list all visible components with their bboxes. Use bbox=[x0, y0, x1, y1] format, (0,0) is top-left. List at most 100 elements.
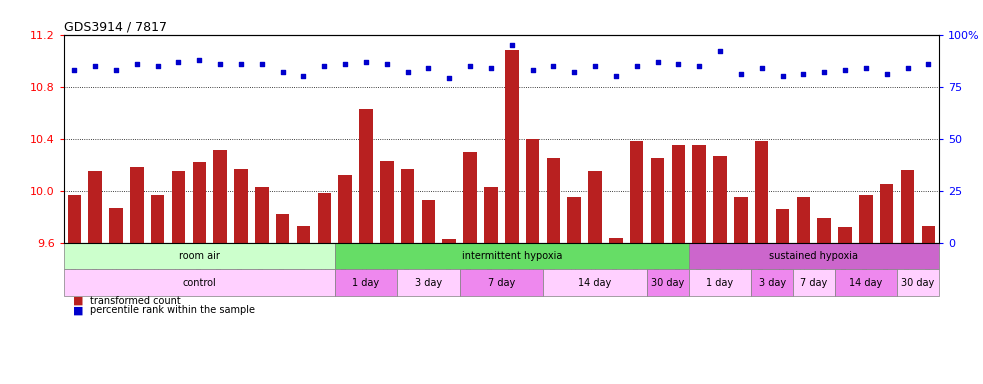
Point bbox=[254, 61, 269, 67]
Text: GDS3914 / 7817: GDS3914 / 7817 bbox=[64, 20, 167, 33]
Bar bbox=[64, 243, 334, 270]
Bar bbox=[543, 270, 647, 296]
Point bbox=[525, 67, 541, 73]
Bar bbox=[359, 109, 373, 243]
Bar bbox=[651, 158, 665, 243]
Point bbox=[171, 59, 187, 65]
Point bbox=[87, 63, 103, 69]
Bar bbox=[255, 187, 268, 243]
Text: 7 day: 7 day bbox=[488, 278, 515, 288]
Point bbox=[421, 65, 436, 71]
Bar bbox=[338, 175, 352, 243]
Text: 3 day: 3 day bbox=[759, 278, 785, 288]
Bar bbox=[818, 218, 831, 243]
Text: 14 day: 14 day bbox=[849, 278, 883, 288]
Point bbox=[650, 59, 665, 65]
Point bbox=[587, 63, 603, 69]
Point bbox=[733, 71, 749, 77]
Bar bbox=[838, 227, 852, 243]
Bar bbox=[130, 167, 144, 243]
Bar bbox=[796, 197, 810, 243]
Point bbox=[462, 63, 478, 69]
Bar bbox=[835, 270, 897, 296]
Bar bbox=[692, 145, 706, 243]
Text: 14 day: 14 day bbox=[578, 278, 611, 288]
Bar bbox=[88, 171, 102, 243]
Bar bbox=[526, 139, 540, 243]
Point bbox=[400, 69, 416, 75]
Point bbox=[378, 61, 394, 67]
Bar bbox=[922, 226, 935, 243]
Point bbox=[838, 67, 853, 73]
Bar bbox=[334, 270, 397, 296]
Point bbox=[504, 42, 520, 48]
Bar bbox=[172, 171, 185, 243]
Point bbox=[879, 71, 895, 77]
Bar bbox=[793, 270, 835, 296]
Bar bbox=[193, 162, 206, 243]
Point bbox=[920, 61, 936, 67]
Point bbox=[274, 69, 290, 75]
Bar bbox=[150, 195, 164, 243]
Bar bbox=[68, 195, 81, 243]
Point bbox=[546, 63, 561, 69]
Point bbox=[108, 67, 124, 73]
Text: 1 day: 1 day bbox=[352, 278, 379, 288]
Bar bbox=[609, 238, 622, 243]
Text: percentile rank within the sample: percentile rank within the sample bbox=[90, 305, 256, 315]
Text: 1 day: 1 day bbox=[707, 278, 733, 288]
Point bbox=[899, 65, 915, 71]
Point bbox=[337, 61, 353, 67]
Bar bbox=[567, 197, 581, 243]
Bar bbox=[714, 156, 726, 243]
Bar bbox=[397, 270, 460, 296]
Bar bbox=[276, 214, 289, 243]
Bar bbox=[442, 239, 456, 243]
Bar bbox=[689, 270, 751, 296]
Point bbox=[296, 73, 312, 79]
Bar bbox=[755, 141, 769, 243]
Point bbox=[670, 61, 686, 67]
Point bbox=[67, 67, 83, 73]
Text: 30 day: 30 day bbox=[901, 278, 935, 288]
Bar bbox=[880, 184, 894, 243]
Bar bbox=[630, 141, 644, 243]
Bar bbox=[505, 50, 518, 243]
Text: 3 day: 3 day bbox=[415, 278, 442, 288]
Bar bbox=[588, 171, 602, 243]
Text: intermittent hypoxia: intermittent hypoxia bbox=[462, 251, 562, 261]
Text: 7 day: 7 day bbox=[800, 278, 828, 288]
Point bbox=[358, 59, 374, 65]
Bar bbox=[109, 208, 123, 243]
Bar bbox=[334, 243, 689, 270]
Text: sustained hypoxia: sustained hypoxia bbox=[770, 251, 858, 261]
Text: ■: ■ bbox=[73, 296, 84, 306]
Bar bbox=[460, 270, 543, 296]
Bar bbox=[422, 200, 435, 243]
Point bbox=[712, 48, 727, 54]
Bar bbox=[734, 197, 748, 243]
Point bbox=[691, 63, 707, 69]
Text: ■: ■ bbox=[73, 305, 84, 315]
Text: transformed count: transformed count bbox=[90, 296, 181, 306]
Point bbox=[233, 61, 249, 67]
Bar bbox=[380, 161, 393, 243]
Bar bbox=[776, 209, 789, 243]
Text: control: control bbox=[183, 278, 216, 288]
Point bbox=[192, 56, 207, 63]
Bar bbox=[751, 270, 793, 296]
Bar bbox=[297, 226, 311, 243]
Point bbox=[754, 65, 770, 71]
Text: 30 day: 30 day bbox=[652, 278, 684, 288]
Bar bbox=[689, 243, 939, 270]
Point bbox=[629, 63, 645, 69]
Point bbox=[129, 61, 145, 67]
Bar bbox=[547, 158, 560, 243]
Point bbox=[149, 63, 165, 69]
Point bbox=[775, 73, 790, 79]
Bar bbox=[213, 151, 227, 243]
Bar bbox=[485, 187, 497, 243]
Bar bbox=[859, 195, 873, 243]
Point bbox=[608, 73, 624, 79]
Point bbox=[795, 71, 811, 77]
